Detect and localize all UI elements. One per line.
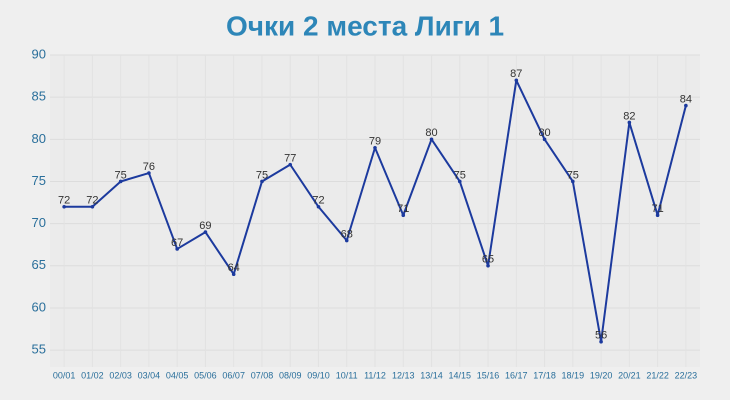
- x-tick-label: 03/04: [138, 370, 161, 380]
- x-tick-label: 09/10: [307, 370, 330, 380]
- x-tick-label: 14/15: [449, 370, 472, 380]
- point: [288, 162, 293, 167]
- x-tick-label: 10/11: [336, 370, 358, 380]
- value-label: 84: [680, 94, 692, 106]
- x-tick-label: 02/03: [109, 370, 132, 380]
- point: [344, 238, 349, 243]
- value-label: 72: [312, 195, 324, 207]
- y-tick-label: 90: [32, 46, 46, 61]
- point: [260, 179, 264, 184]
- value-label: 80: [425, 127, 437, 139]
- point: [316, 204, 321, 209]
- value-label: 75: [256, 169, 268, 181]
- value-label: 64: [228, 262, 240, 274]
- point: [486, 264, 490, 268]
- x-tick-label: 01/02: [81, 370, 104, 380]
- x-tick-label: 15/16: [477, 370, 500, 380]
- value-label: 56: [595, 330, 607, 342]
- y-tick-label: 85: [32, 89, 46, 104]
- value-label: 87: [510, 68, 522, 80]
- value-label: 71: [651, 203, 663, 215]
- x-tick-label: 20/21: [618, 370, 641, 380]
- point: [373, 145, 377, 150]
- x-tick-label: 12/13: [392, 370, 415, 380]
- x-tick-label: 04/05: [166, 370, 189, 380]
- x-tick-label: 05/06: [194, 370, 217, 380]
- y-tick-label: 75: [32, 173, 46, 188]
- value-label: 75: [454, 169, 466, 181]
- value-label: 71: [397, 203, 409, 215]
- x-tick-label: 00/01: [53, 370, 76, 380]
- x-tick-label: 16/17: [505, 370, 528, 380]
- x-tick-label: 11/12: [364, 370, 386, 380]
- point: [118, 179, 123, 184]
- point: [599, 339, 603, 344]
- y-tick-label: 65: [32, 257, 46, 272]
- x-tick-label: 22/23: [675, 370, 698, 380]
- value-label: 77: [284, 153, 296, 165]
- x-tick-label: 17/18: [533, 370, 556, 380]
- value-label: 75: [115, 169, 127, 181]
- point: [62, 204, 66, 209]
- point: [203, 230, 208, 234]
- value-label: 75: [567, 169, 579, 181]
- value-label: 65: [482, 254, 494, 266]
- point: [684, 103, 688, 108]
- value-label: 68: [341, 228, 353, 240]
- value-label: 80: [538, 127, 550, 139]
- value-label: 72: [58, 195, 70, 207]
- x-tick-label: 21/22: [646, 370, 669, 380]
- x-tick-label: 13/14: [420, 370, 443, 380]
- point: [514, 78, 519, 83]
- point: [90, 204, 95, 209]
- x-tick-label: 18/19: [562, 370, 585, 380]
- point: [542, 137, 547, 142]
- x-tick-label: 08/09: [279, 370, 302, 380]
- point: [655, 213, 660, 218]
- value-label: 72: [86, 195, 98, 207]
- chart-title: Очки 2 места Лиги 1: [226, 10, 504, 41]
- point: [401, 213, 406, 218]
- point: [147, 171, 151, 175]
- x-tick-label: 19/20: [590, 370, 613, 380]
- y-tick-label: 70: [32, 215, 46, 230]
- y-tick-label: 55: [32, 342, 46, 357]
- y-tick-label: 60: [32, 299, 46, 314]
- value-label: 69: [199, 220, 211, 232]
- point: [627, 120, 632, 125]
- point: [429, 137, 434, 142]
- value-label: 82: [623, 110, 635, 122]
- point: [231, 272, 236, 277]
- point: [457, 179, 462, 184]
- value-label: 76: [143, 161, 155, 173]
- value-label: 79: [369, 136, 381, 148]
- y-tick-label: 80: [32, 131, 46, 146]
- x-tick-label: 07/08: [251, 370, 274, 380]
- point: [571, 179, 575, 184]
- x-tick-label: 06/07: [222, 370, 245, 380]
- value-label: 67: [171, 237, 183, 249]
- point: [175, 247, 179, 251]
